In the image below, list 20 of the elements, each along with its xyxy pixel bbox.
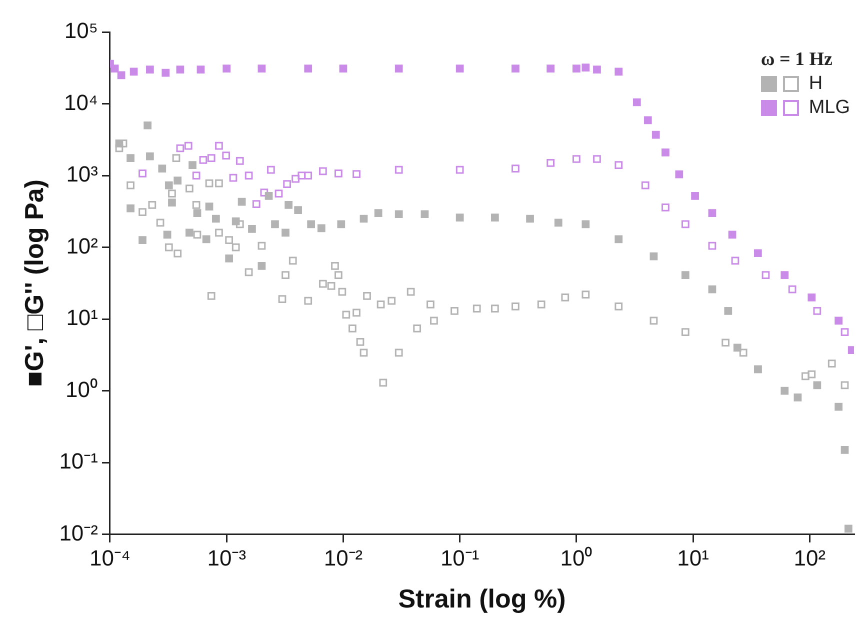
y-tick-label: 10⁵ bbox=[64, 18, 98, 44]
x-tick-label: 10⁻⁴ bbox=[90, 546, 130, 571]
y-tick-label: 10³ bbox=[66, 162, 98, 187]
y-tick-label: 10⁻¹ bbox=[59, 448, 98, 474]
x-tick-label: 10⁻² bbox=[324, 546, 363, 571]
legend-label: MLG bbox=[808, 96, 850, 120]
x-axis-title: Strain (log %) bbox=[398, 584, 566, 614]
y-tick-label: 10⁴ bbox=[64, 90, 98, 115]
y-tick-label: 10² bbox=[66, 233, 98, 258]
x-tick-label: 10¹ bbox=[677, 546, 709, 571]
y-tick-label: 10⁰ bbox=[66, 376, 98, 402]
y-axis-title: ■G', □G'' (log Pa) bbox=[18, 179, 49, 387]
x-tick-label: 10² bbox=[794, 546, 826, 571]
x-tick-label: 10⁻³ bbox=[207, 546, 246, 571]
y-tick-label: 10¹ bbox=[66, 305, 98, 330]
x-tick-label: 10⁻¹ bbox=[440, 546, 480, 571]
x-tick-label: 10⁰ bbox=[560, 546, 593, 571]
legend-label: H bbox=[808, 72, 823, 96]
y-tick-label: 10⁻² bbox=[59, 520, 98, 546]
legend-title: ω = 1 Hz bbox=[760, 48, 834, 72]
